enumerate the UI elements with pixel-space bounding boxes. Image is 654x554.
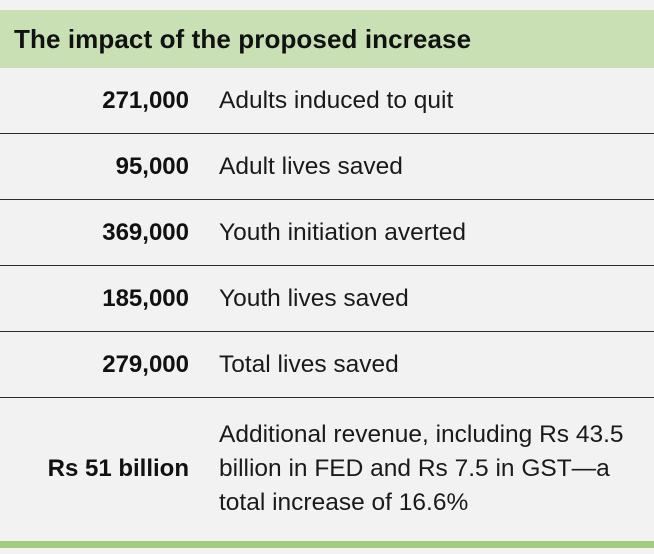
row-label: Adult lives saved	[219, 152, 403, 180]
table-row: 185,000 Youth lives saved	[0, 266, 654, 332]
table-row: 369,000 Youth initiation averted	[0, 200, 654, 266]
table-body: 271,000 Adults induced to quit 95,000 Ad…	[0, 68, 654, 539]
row-value: 279,000	[102, 350, 189, 378]
table-row: 271,000 Adults induced to quit	[0, 68, 654, 134]
table-row: 95,000 Adult lives saved	[0, 134, 654, 200]
row-label: Youth lives saved	[219, 284, 409, 312]
table-header: The impact of the proposed increase	[0, 10, 654, 68]
row-value: 185,000	[102, 284, 189, 312]
row-label: Total lives saved	[219, 350, 399, 378]
row-label: Additional revenue, including Rs 43.5 bi…	[219, 420, 624, 516]
row-value: 95,000	[115, 152, 189, 180]
row-value: 369,000	[102, 218, 189, 246]
row-label: Adults induced to quit	[219, 86, 454, 114]
table-title: The impact of the proposed increase	[14, 23, 472, 54]
row-value: Rs 51 billion	[47, 454, 189, 482]
bottom-accent-bar	[0, 541, 654, 548]
table-row: 279,000 Total lives saved	[0, 332, 654, 398]
table-row: Rs 51 billion Additional revenue, includ…	[0, 398, 654, 539]
row-label: Youth initiation averted	[219, 218, 466, 246]
row-value: 271,000	[102, 86, 189, 114]
